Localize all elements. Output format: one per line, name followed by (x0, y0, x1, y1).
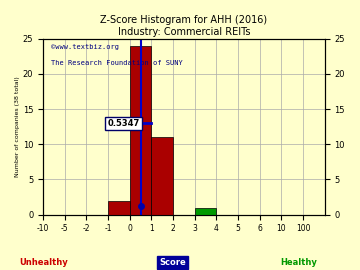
Bar (195, 208, 216, 215)
Text: Unhealthy: Unhealthy (19, 258, 68, 266)
Text: 0.5347: 0.5347 (107, 119, 140, 128)
Bar (130, 46, 151, 215)
Text: ©www.textbiz.org: ©www.textbiz.org (51, 44, 120, 50)
Text: The Research Foundation of SUNY: The Research Foundation of SUNY (51, 60, 183, 66)
Text: Score: Score (159, 258, 186, 266)
Y-axis label: Number of companies (38 total): Number of companies (38 total) (15, 76, 20, 177)
Title: Z-Score Histogram for AHH (2016)
Industry: Commercial REITs: Z-Score Histogram for AHH (2016) Industr… (100, 15, 267, 37)
Bar (151, 137, 173, 215)
Bar (108, 201, 130, 215)
Text: Healthy: Healthy (280, 258, 317, 266)
